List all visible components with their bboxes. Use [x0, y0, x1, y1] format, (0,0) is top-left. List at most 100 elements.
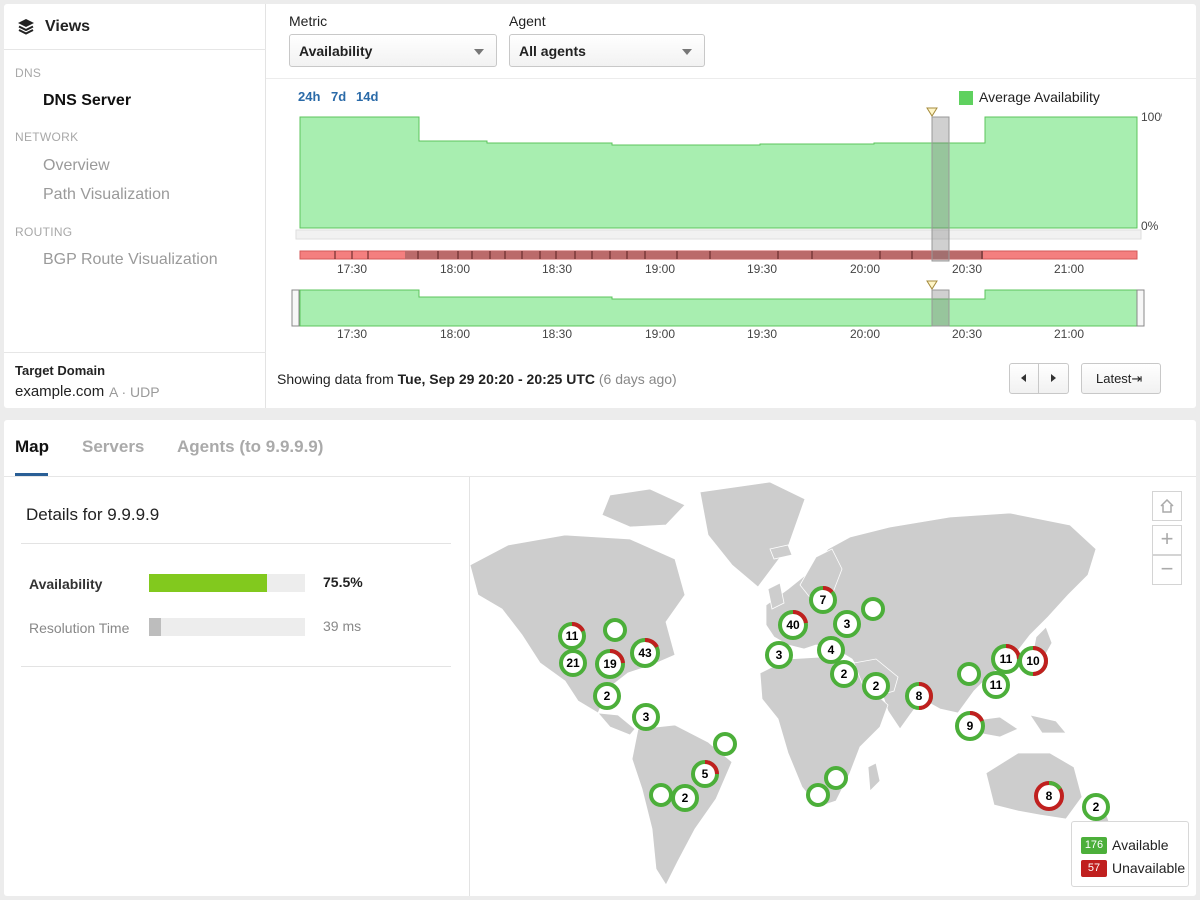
details-title: Details for 9.9.9.9 — [26, 505, 160, 524]
cluster-marker[interactable] — [824, 766, 848, 790]
cluster-marker[interactable]: 11 — [982, 671, 1010, 699]
x-axis-tick-label: 20:30 — [952, 262, 982, 276]
tab-agents[interactable]: Agents (to 9.9.9.9) — [177, 437, 324, 456]
home-button[interactable] — [1152, 491, 1182, 521]
cluster-count: 5 — [702, 767, 709, 781]
navigator-handle-left[interactable] — [291, 289, 300, 327]
agent-select-value: All agents — [519, 43, 586, 59]
cluster-count: 8 — [916, 689, 923, 703]
nav-item-dns-server[interactable]: DNS Server — [43, 92, 132, 109]
cluster-marker[interactable]: 3 — [833, 610, 861, 638]
selection-marker-icon — [926, 107, 938, 117]
zoom-in-button[interactable]: + — [1152, 525, 1182, 555]
availability-bar — [149, 574, 305, 592]
cluster-count: 11 — [990, 678, 1003, 692]
latest-button[interactable]: Latest⇥ — [1081, 363, 1161, 394]
x-axis-tick-label: 18:30 — [542, 262, 572, 276]
cluster-marker[interactable]: 2 — [593, 682, 621, 710]
main-chart: 100% 0% — [295, 107, 1162, 262]
target-record-meta: A · UDP — [109, 384, 160, 400]
cluster-marker[interactable] — [649, 783, 673, 807]
cluster-marker[interactable]: 11 — [991, 644, 1021, 674]
resolution-time-bar — [149, 618, 305, 636]
cluster-count: 2 — [873, 679, 880, 693]
cluster-count: 8 — [1046, 789, 1053, 803]
navigator-x-axis-tick-label: 19:00 — [645, 327, 675, 340]
cluster-marker[interactable] — [957, 662, 981, 686]
x-axis-tick-label: 17:30 — [337, 262, 367, 276]
unavailable-label: Unavailable — [1112, 860, 1186, 876]
cluster-marker[interactable]: 7 — [809, 585, 837, 614]
cluster-marker[interactable] — [806, 783, 830, 807]
cluster-marker[interactable]: 8 — [1034, 780, 1064, 811]
next-button[interactable] — [1039, 364, 1068, 393]
world-map[interactable]: 11 21 19 43 2 3 5 2 7 40 3 3 4 2 2 8 — [469, 477, 1196, 896]
cluster-marker[interactable]: 2 — [671, 784, 699, 812]
zoom-out-button[interactable]: − — [1152, 555, 1182, 585]
legend-swatch — [959, 91, 973, 105]
metric-select-value: Availability — [299, 43, 373, 59]
cluster-marker[interactable] — [603, 618, 627, 642]
range-14d[interactable]: 14d — [356, 89, 379, 104]
cluster-marker[interactable]: 11 — [558, 621, 586, 650]
nav-item-overview[interactable]: Overview — [43, 157, 110, 174]
availability-area — [299, 116, 1138, 229]
navigator-chart — [291, 280, 1145, 327]
agent-select[interactable]: All agents — [509, 34, 705, 67]
cluster-marker[interactable]: 2 — [830, 660, 858, 688]
availability-timeline-chart[interactable]: 100% 0% 17:30 18:00 18:30 19:00 19:30 20:00 20… — [262, 100, 1162, 340]
navigator-marker-icon — [926, 280, 938, 290]
cluster-marker[interactable]: 19 — [595, 648, 625, 679]
cluster-count: 11 — [566, 629, 579, 643]
selected-window[interactable] — [931, 116, 950, 262]
x-axis-tick-label: 19:30 — [747, 262, 777, 276]
cluster-marker[interactable]: 10 — [1018, 646, 1048, 676]
legend-average-availability: Average Availability — [979, 89, 1100, 105]
active-tab-underline — [15, 473, 48, 476]
time-pager — [1009, 363, 1069, 394]
views-header: Views — [4, 4, 266, 50]
tab-map[interactable]: Map — [15, 437, 49, 456]
cluster-marker[interactable]: 21 — [559, 649, 587, 677]
navigator-x-axis-tick-label: 20:00 — [850, 327, 880, 340]
timeline-main: Metric Availability Agent All agents 24h… — [266, 4, 1196, 408]
cluster-marker[interactable]: 2 — [862, 672, 890, 700]
nav-item-path-visualization[interactable]: Path Visualization — [43, 186, 170, 203]
cluster-markers: 11 21 19 43 2 3 5 2 7 40 3 3 4 2 2 8 — [558, 585, 1110, 821]
tab-servers[interactable]: Servers — [82, 437, 145, 456]
cluster-count: 2 — [682, 791, 689, 805]
range-7d[interactable]: 7d — [331, 89, 347, 104]
availability-bar-fill — [149, 574, 267, 592]
cluster-marker[interactable]: 2 — [1082, 793, 1110, 821]
cluster-marker[interactable]: 43 — [630, 638, 660, 668]
available-label: Available — [1112, 837, 1169, 853]
cluster-marker[interactable]: 5 — [691, 760, 719, 788]
metric-select[interactable]: Availability — [289, 34, 497, 67]
cluster-marker[interactable]: 3 — [765, 641, 793, 669]
cluster-count: 2 — [841, 667, 848, 681]
previous-button[interactable] — [1010, 364, 1039, 393]
cluster-marker[interactable]: 4 — [817, 636, 845, 664]
cluster-count: 3 — [844, 617, 851, 631]
showing-data-text: Showing data from Tue, Sep 29 20:20 - 20… — [277, 371, 677, 387]
cluster-marker[interactable] — [713, 732, 737, 756]
cluster-marker[interactable]: 8 — [905, 682, 933, 710]
navigator-handle-right[interactable] — [1136, 289, 1145, 327]
x-axis-navigator: 17:30 18:00 18:30 19:00 19:30 20:00 20:30 21:00 — [337, 327, 1084, 340]
cluster-marker[interactable]: 3 — [632, 703, 660, 731]
cluster-marker[interactable] — [861, 597, 885, 621]
scroll-track[interactable] — [295, 229, 1142, 240]
cluster-count: 3 — [643, 710, 650, 724]
cluster-marker[interactable]: 9 — [955, 711, 985, 741]
cluster-marker[interactable]: 40 — [778, 609, 808, 640]
range-24h[interactable]: 24h — [298, 89, 321, 104]
x-axis-tick-label: 21:00 — [1054, 262, 1084, 276]
metric-label: Metric — [289, 13, 328, 29]
nav-item-bgp-route-visualization[interactable]: BGP Route Visualization — [43, 251, 218, 268]
section-label-dns: DNS — [15, 66, 42, 80]
cluster-count: 43 — [638, 646, 652, 660]
error-markers — [334, 251, 983, 259]
cluster-count: 21 — [566, 656, 580, 670]
views-title: Views — [45, 18, 91, 35]
navigator-x-axis-tick-label: 21:00 — [1054, 327, 1084, 340]
